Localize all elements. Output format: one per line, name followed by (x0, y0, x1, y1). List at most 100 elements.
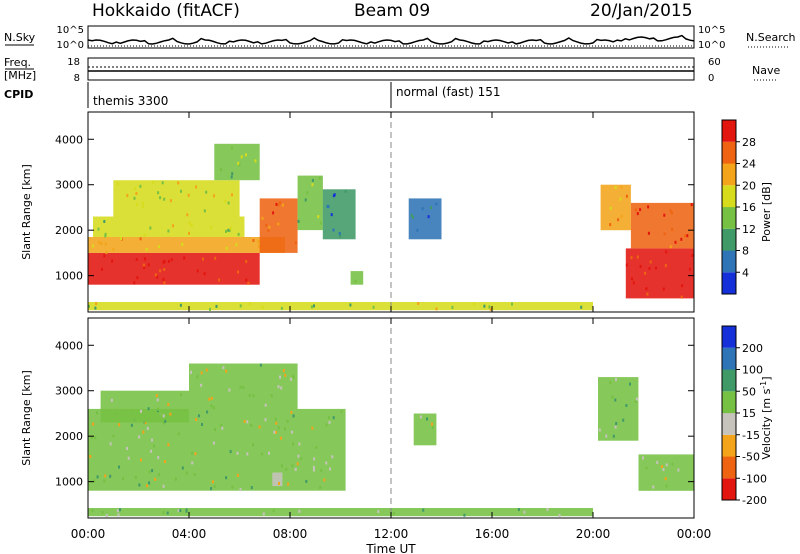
power-speckle (435, 202, 438, 206)
velocity-speckle (177, 509, 180, 513)
power-speckle (435, 307, 438, 311)
velocity-speckle (319, 486, 322, 489)
power-speckle (427, 215, 430, 219)
power-speckle (313, 304, 315, 308)
power-speckle (111, 259, 114, 263)
power-speckle (647, 205, 650, 209)
velocity-colorbar-tick-label-0: 200 (742, 342, 763, 355)
power-speckle (655, 266, 657, 270)
power-speckle (227, 228, 230, 232)
velocity-speckle (277, 426, 280, 430)
velocity-speckle (174, 477, 177, 481)
velocity-speckle (93, 479, 96, 483)
status-panel: N.Sky 10^5 10^0 10^5 10^0 N.Search Freq.… (4, 25, 796, 108)
power-speckle (247, 281, 250, 285)
power-speckle (690, 203, 693, 207)
power-speckle (103, 220, 106, 223)
velocity-speckle (422, 508, 425, 512)
power-speckle (268, 225, 271, 229)
velocity-ytick-label-3: 4000 (55, 339, 83, 352)
power-speckle (190, 223, 193, 227)
velocity-speckle (291, 464, 294, 468)
power-speckle (154, 273, 157, 277)
power-speckle (104, 242, 107, 246)
velocity-speckle (284, 373, 287, 377)
power-speckle (354, 279, 357, 283)
velocity-speckle (677, 468, 680, 472)
power-speckle (257, 240, 260, 244)
power-speckle (644, 271, 647, 275)
velocity-speckle (243, 419, 246, 423)
velocity-speckle (101, 511, 104, 514)
power-speckle (265, 223, 268, 227)
power-echo-region-3 (113, 180, 240, 217)
power-colorbar-tick-label-2: 12 (742, 223, 756, 236)
nsearch-tick-bottom: 10^0 (698, 40, 725, 51)
velocity-speckle (236, 473, 239, 477)
power-speckle (195, 185, 198, 189)
power-speckle (372, 305, 375, 309)
power-speckle (94, 306, 97, 310)
velocity-speckle (393, 512, 395, 516)
power-speckle (135, 258, 138, 261)
power-speckle (691, 253, 694, 257)
power-speckle (215, 304, 218, 308)
velocity-speckle (292, 414, 295, 418)
freq-tick-top: 18 (67, 57, 80, 68)
velocity-speckle (206, 410, 209, 414)
velocity-speckle (130, 423, 133, 427)
power-speckle (100, 241, 103, 245)
velocity-speckle (312, 465, 315, 469)
velocity-echo-region-5 (88, 508, 593, 517)
nave-tick-top: 60 (708, 57, 721, 68)
power-speckle (230, 175, 233, 179)
velocity-speckle (272, 509, 275, 513)
power-speckle (625, 263, 628, 267)
power-speckle (169, 199, 172, 203)
power-speckle (88, 304, 90, 308)
velocity-speckle (228, 388, 231, 392)
velocity-speckle (167, 403, 170, 406)
velocity-speckle (239, 385, 242, 389)
power-speckle (136, 202, 139, 206)
velocity-speckle (147, 417, 150, 421)
velocity-speckle (91, 509, 94, 513)
velocity-speckle (153, 444, 155, 448)
velocity-speckle (126, 447, 128, 450)
power-speckle (136, 276, 139, 280)
power-speckle (674, 240, 677, 244)
power-speckle (202, 257, 204, 261)
velocity-colorbar-tick-label-3: 15 (742, 407, 756, 420)
velocity-speckle (546, 508, 549, 511)
power-speckle (304, 198, 307, 202)
velocity-speckle (222, 366, 225, 370)
velocity-speckle (273, 430, 276, 434)
velocity-speckle (208, 397, 211, 401)
velocity-speckle (134, 475, 137, 479)
velocity-speckle (377, 510, 380, 513)
power-colorbar-step-3 (722, 207, 736, 229)
velocity-speckle (665, 484, 668, 488)
velocity-speckle (313, 468, 315, 472)
power-speckle (684, 234, 687, 238)
power-speckle (228, 229, 231, 233)
velocity-echo-region-4 (413, 413, 437, 446)
nsearch-tick-top: 10^5 (698, 25, 725, 36)
power-speckle (646, 292, 649, 296)
velocity-speckle (105, 514, 108, 518)
power-speckle (488, 305, 491, 309)
velocity-speckle (190, 370, 192, 374)
velocity-speckle (625, 404, 628, 407)
power-speckle (116, 182, 119, 186)
power-speckle (669, 209, 672, 213)
velocity-speckle (286, 419, 289, 423)
power-speckle (235, 243, 238, 247)
power-speckle (663, 232, 666, 236)
velocity-speckle (634, 400, 637, 404)
power-speckle (272, 211, 275, 215)
power-speckle (275, 202, 278, 206)
power-speckle (620, 214, 623, 218)
velocity-speckle (156, 398, 159, 402)
velocity-speckle (196, 375, 199, 379)
velocity-speckle (162, 511, 165, 515)
